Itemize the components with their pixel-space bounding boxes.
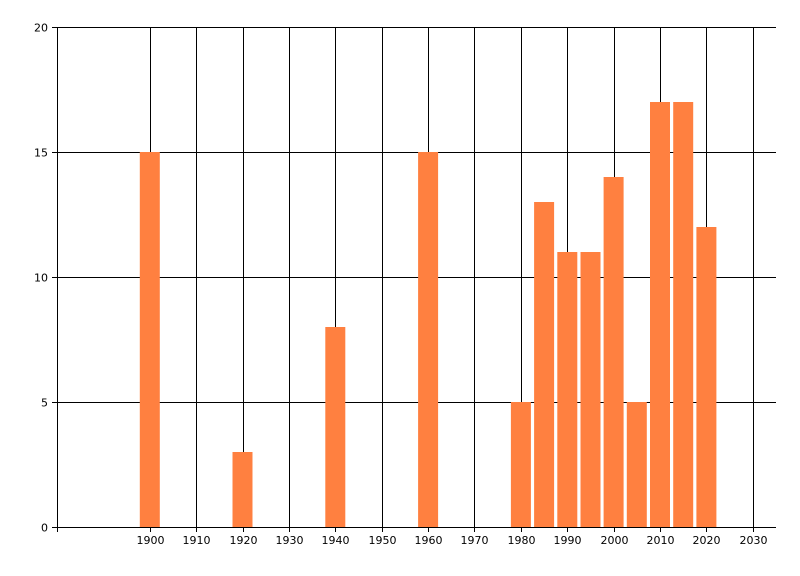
- x-tick-label-1930: 1930: [276, 534, 304, 547]
- x-tick-label-1990: 1990: [554, 534, 582, 547]
- y-tick-label-15: 15: [34, 147, 48, 160]
- x-tick-label-1970: 1970: [461, 534, 489, 547]
- bar-2015: [673, 102, 694, 527]
- bar-1900: [139, 152, 160, 527]
- bar-1960: [418, 152, 439, 527]
- bar-2010: [650, 102, 670, 527]
- x-tick-label-2030: 2030: [740, 534, 768, 547]
- y-tick-label-0: 0: [41, 522, 48, 535]
- bar-1980: [510, 402, 531, 527]
- bar-1985: [534, 202, 555, 527]
- x-tick-label-1900: 1900: [137, 534, 165, 547]
- bar-1990: [557, 252, 578, 527]
- bar-1920: [232, 452, 253, 527]
- bar-1940: [325, 327, 346, 527]
- x-tick-label-2010: 2010: [647, 534, 675, 547]
- x-tick-label-1960: 1960: [415, 534, 443, 547]
- x-tick-label-1940: 1940: [322, 534, 350, 547]
- bar-2020: [696, 227, 717, 527]
- x-tick-label-2000: 2000: [601, 534, 629, 547]
- x-tick-label-1980: 1980: [508, 534, 536, 547]
- bar-2005: [626, 402, 647, 527]
- y-tick-label-5: 5: [41, 397, 48, 410]
- bars: [139, 102, 717, 527]
- y-tick-label-20: 20: [34, 22, 48, 35]
- x-tick-label-1920: 1920: [230, 534, 258, 547]
- x-tick-label-2020: 2020: [693, 534, 721, 547]
- tick-labels: 1900 1910 1920 1930 1940 1950 1960 1970 1980 1990…: [34, 22, 768, 548]
- x-tick-label-1950: 1950: [369, 534, 397, 547]
- x-tick-label-1910: 1910: [183, 534, 211, 547]
- y-tick-label-10: 10: [34, 272, 48, 285]
- axes: [52, 27, 776, 532]
- bar-1995: [580, 252, 601, 527]
- bar-2000: [603, 177, 624, 527]
